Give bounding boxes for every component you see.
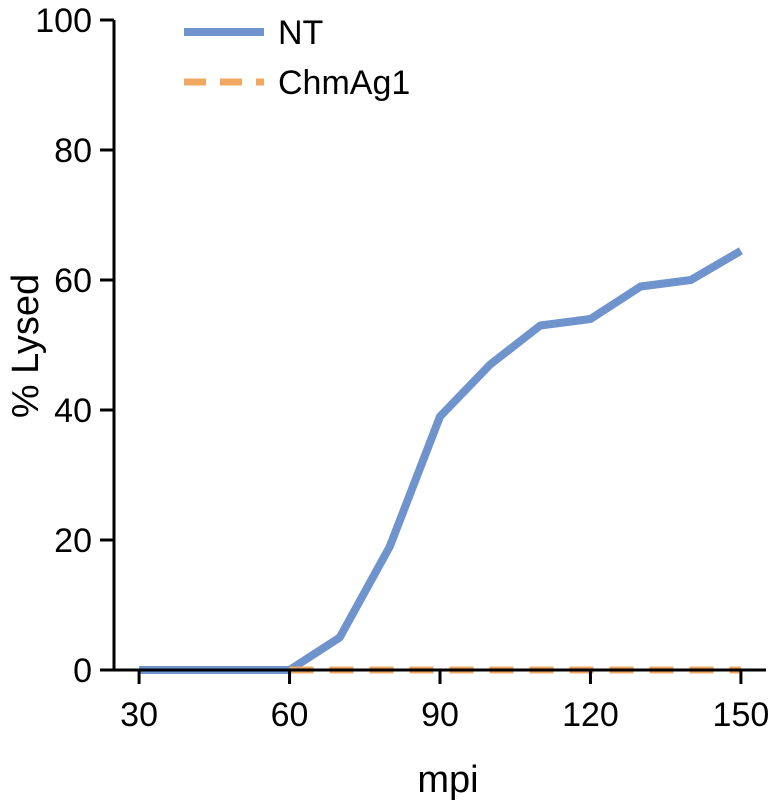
x-tick-label: 90	[421, 696, 459, 734]
legend: NT ChmAg1	[184, 14, 410, 102]
x-tick-label: 150	[713, 696, 770, 734]
y-tick-label: 40	[54, 392, 92, 430]
y-axis-label: % Lysed	[5, 274, 47, 418]
x-axis-label: mpi	[417, 759, 478, 801]
y-tick-label: 60	[54, 262, 92, 300]
y-tick-label: 80	[54, 132, 92, 170]
y-tick-label: 20	[54, 522, 92, 560]
x-tick-label: 60	[271, 696, 309, 734]
y-tick-label: 100	[35, 2, 92, 40]
series-line-nt	[139, 247, 743, 674]
x-tick-label: 30	[120, 696, 158, 734]
y-tick-label: 0	[73, 652, 92, 690]
axes: 0 20 40 60 80 100 30 60 90 120 150	[35, 2, 769, 734]
plot-area	[139, 247, 743, 674]
legend-label-nt: NT	[278, 14, 323, 52]
x-tick-label: 120	[562, 696, 619, 734]
legend-label-chmag1: ChmAg1	[278, 64, 410, 102]
